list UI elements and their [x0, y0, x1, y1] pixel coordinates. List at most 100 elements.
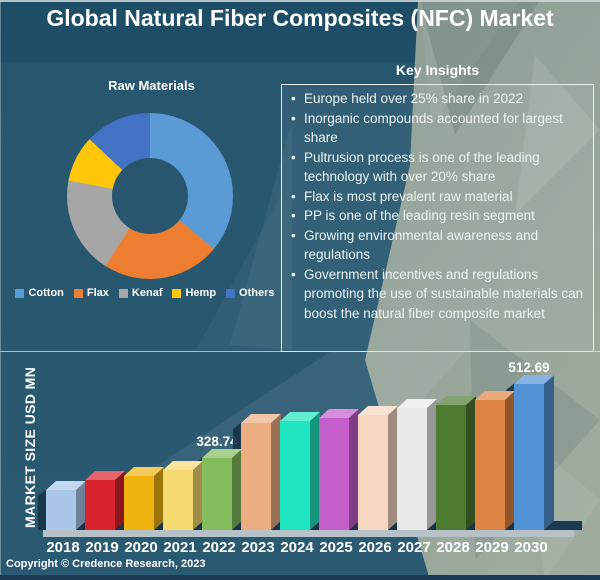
insights-panel: Europe held over 25% share in 2022Inorga…: [281, 84, 594, 352]
legend-item-hemp: Hemp: [172, 287, 216, 299]
bar-side-face: [505, 391, 515, 530]
bar-side-face: [310, 412, 320, 530]
bar-2022: [194, 449, 242, 530]
x-axis-label-2019: 2019: [85, 539, 119, 556]
bar-2025: [311, 409, 359, 530]
x-axis-label-2018: 2018: [46, 539, 80, 556]
bar-top-face: [241, 414, 281, 423]
legend-item-kenaf: Kenaf: [118, 287, 163, 299]
page-title: Global Natural Fiber Composites (NFC) Ma…: [46, 5, 554, 31]
bar-chart: MARKET SIZE USD MN 2018 2019 2020 2021 2022 3…: [0, 352, 600, 580]
legend-label: Flax: [86, 287, 109, 299]
x-axis-label-2029: 2029: [475, 539, 509, 556]
legend-item-others: Others: [226, 287, 275, 299]
bar-front-face: [163, 470, 193, 530]
bar-front-face: [202, 458, 232, 530]
legend-label: Others: [239, 287, 275, 299]
legend-label: Cotton: [28, 287, 64, 299]
bar-2023: [233, 414, 281, 530]
x-axis-label-2023: 2023: [241, 539, 275, 556]
bar-top-face: [397, 399, 437, 408]
bar-shadow: [38, 488, 48, 530]
bar-top-face: [46, 481, 86, 490]
insight-item: Inorganic compounds accounted for larges…: [288, 109, 585, 148]
bar-side-face: [388, 406, 398, 530]
donut-legend: Cotton Flax Kenaf Hemp Others: [0, 287, 290, 299]
bar-front-face: [514, 384, 544, 530]
bar-2026: [350, 406, 398, 530]
bar-front-face: [241, 423, 271, 530]
insights-list: Europe held over 25% share in 2022Inorga…: [288, 89, 585, 323]
donut-hole: [112, 158, 188, 234]
bar-front-face: [85, 480, 115, 530]
bar-2029: [467, 391, 515, 530]
bar-2020: [116, 467, 164, 530]
bar-top-face: [202, 449, 242, 458]
bar-side-face: [76, 481, 86, 530]
data-label-2022: 328.74: [196, 434, 238, 449]
legend-swatch-cotton: [15, 288, 25, 298]
x-axis-label-2028: 2028: [436, 539, 470, 556]
x-axis-label-2022: 2022: [202, 539, 236, 556]
section-divider: [0, 351, 600, 352]
frame-top-border: [0, 0, 600, 2]
legend-item-cotton: Cotton: [15, 287, 64, 299]
bar-side-face: [544, 375, 554, 530]
x-axis-label-2025: 2025: [319, 539, 353, 556]
bar-front-face: [46, 490, 76, 530]
x-axis-label-2026: 2026: [358, 539, 392, 556]
bar-side-face: [232, 449, 242, 530]
bar-top-face: [514, 375, 554, 384]
x-axis-label-2030: 2030: [514, 539, 548, 556]
legend-swatch-hemp: [172, 288, 182, 298]
bar-side-face: [193, 461, 203, 530]
insight-item: Government incentives and regulations pr…: [288, 265, 585, 324]
copyright-text: Copyright © Credence Research, 2023: [6, 558, 206, 570]
bar-front-face: [397, 408, 427, 530]
insight-item: Europe held over 25% share in 2022: [288, 89, 585, 109]
frame-left-border: [0, 0, 1, 580]
x-axis-label-2027: 2027: [397, 539, 431, 556]
bar-2021: [155, 461, 203, 530]
bar-top-face: [124, 467, 164, 476]
bar-side-face: [466, 396, 476, 530]
bar-side-face: [271, 414, 281, 530]
insight-item: PP is one of the leading resin segment: [288, 206, 585, 226]
bar-front-face: [475, 400, 505, 530]
bar-top-face: [319, 409, 359, 418]
insight-item: Flax is most prevalent raw material: [288, 187, 585, 207]
legend-swatch-flax: [73, 288, 83, 298]
bar-2030: [506, 375, 554, 530]
bar-top-face: [85, 471, 125, 480]
bar-top-face: [358, 406, 398, 415]
bar-front-face: [358, 415, 388, 530]
data-label-2030: 512.69: [508, 360, 550, 375]
bar-side-face: [154, 467, 164, 530]
bar-2018: [38, 481, 86, 530]
x-axis-label-2021: 2021: [163, 539, 197, 556]
chart-floor-edge: [43, 530, 574, 537]
bars-container: 2018 2019 2020 2021 2022 328.74 2023 2024 2025 20…: [0, 352, 600, 580]
bar-side-face: [115, 471, 125, 530]
x-axis-label-2020: 2020: [124, 539, 158, 556]
bar-front-face: [280, 421, 310, 530]
legend-swatch-kenaf: [118, 288, 128, 298]
bar-front-face: [436, 405, 466, 530]
donut-chart: [67, 113, 233, 279]
bar-2028: [428, 396, 476, 530]
insights-title: Key Insights: [395, 62, 480, 78]
bar-top-face: [280, 412, 320, 421]
bar-top-face: [475, 391, 515, 400]
insight-item: Pultrusion process is one of the leading…: [288, 148, 585, 187]
x-axis-label-2024: 2024: [280, 539, 314, 556]
insight-item: Growing environmental awareness and regu…: [288, 226, 585, 265]
bar-front-face: [319, 418, 349, 530]
bar-2027: [389, 399, 437, 530]
legend-label: Kenaf: [131, 287, 163, 299]
legend-item-flax: Flax: [73, 287, 109, 299]
bar-side-face: [349, 409, 359, 530]
frame-bottom-border: [0, 575, 600, 580]
legend-label: Hemp: [185, 287, 217, 299]
bar-side-face: [427, 399, 437, 530]
